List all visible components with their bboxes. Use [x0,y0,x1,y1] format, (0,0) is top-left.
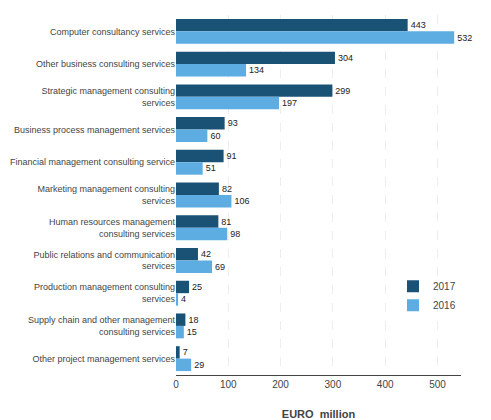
svg-text:7: 7 [183,347,188,357]
svg-text:500: 500 [429,379,446,390]
svg-text:51: 51 [206,163,216,173]
svg-text:134: 134 [249,65,264,75]
svg-text:42: 42 [201,249,211,259]
svg-text:Strategic management consultin: Strategic management consultingservices [41,86,175,108]
svg-text:Other project management servi: Other project management services [32,354,175,364]
svg-text:29: 29 [194,360,204,370]
svg-text:100: 100 [220,379,237,390]
svg-text:400: 400 [377,379,394,390]
svg-text:Public relations and communica: Public relations and communicationservic… [33,250,175,272]
svg-text:93: 93 [228,118,238,128]
svg-text:Production management consulti: Production management consultingservices [34,282,176,304]
svg-text:4: 4 [181,294,186,304]
svg-text:15: 15 [187,327,197,337]
svg-text:Other business consulting serv: Other business consulting services [36,59,176,69]
svg-text:81: 81 [221,217,231,227]
svg-text:60: 60 [210,131,220,141]
svg-text:91: 91 [227,151,237,161]
svg-text:Financial management consultin: Financial management consulting service [10,157,175,167]
svg-text:197: 197 [282,98,297,108]
svg-text:2017: 2017 [433,281,456,292]
svg-text:0: 0 [173,379,179,390]
svg-text:532: 532 [457,33,472,43]
svg-text:200: 200 [272,379,289,390]
svg-text:25: 25 [192,282,202,292]
svg-text:98: 98 [230,229,240,239]
svg-text:304: 304 [338,53,353,63]
svg-text:299: 299 [335,86,350,96]
svg-text:Computer consultancy services: Computer consultancy services [50,27,176,37]
svg-text:2016: 2016 [433,300,456,311]
svg-text:Marketing management consultin: Marketing management consultingservices [37,184,175,206]
svg-text:69: 69 [215,262,225,272]
svg-text:Business process management se: Business process management services [14,125,176,135]
svg-text:Human resources managementcons: Human resources managementconsulting ser… [49,217,176,239]
svg-text:106: 106 [234,196,249,206]
svg-text:300: 300 [325,379,342,390]
svg-text:Supply chain and other managem: Supply chain and other managementconsult… [28,315,176,337]
svg-text:EURO million: EURO million [282,408,356,420]
svg-text:443: 443 [411,20,426,30]
svg-text:18: 18 [188,315,198,325]
svg-text:82: 82 [222,184,232,194]
